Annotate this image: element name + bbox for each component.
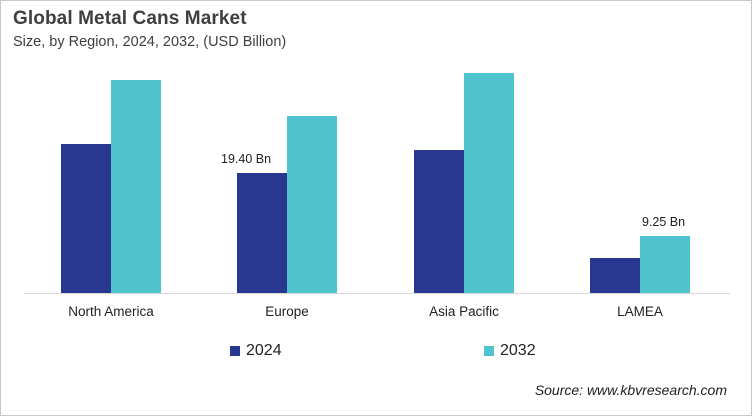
x-axis-line bbox=[24, 293, 730, 294]
data-label-lamea-2032: 9.25 Bn bbox=[642, 215, 686, 229]
legend-swatch-2032 bbox=[484, 346, 494, 356]
x-axis-label-europe: Europe bbox=[265, 304, 309, 319]
bar-europe-2032[interactable] bbox=[287, 116, 337, 293]
legend-label-2032: 2032 bbox=[500, 342, 536, 359]
bar-lamea-2032[interactable] bbox=[640, 236, 690, 293]
chart-subtitle: Size, by Region, 2024, 2032, (USD Billio… bbox=[13, 34, 287, 50]
source-note: Source: www.kbvresearch.com bbox=[534, 382, 727, 398]
chart-title: Global Metal Cans Market bbox=[13, 8, 247, 29]
bar-asia-pacific-2024[interactable] bbox=[414, 150, 464, 293]
data-label-europe-2024: 19.40 Bn bbox=[221, 152, 272, 166]
bar-north-america-2024[interactable] bbox=[61, 144, 111, 293]
x-axis-label-asia-pacific: Asia Pacific bbox=[429, 304, 499, 319]
bar-lamea-2024[interactable] bbox=[590, 258, 640, 293]
x-axis-label-lamea: LAMEA bbox=[617, 304, 663, 319]
legend-swatch-2024 bbox=[230, 346, 240, 356]
legend-label-2024: 2024 bbox=[246, 342, 282, 359]
bar-asia-pacific-2032[interactable] bbox=[464, 73, 514, 293]
legend-item-2024[interactable]: 2024 bbox=[230, 342, 282, 360]
bar-europe-2024[interactable] bbox=[237, 173, 287, 293]
bar-north-america-2032[interactable] bbox=[111, 80, 161, 293]
x-axis-label-north-america: North America bbox=[68, 304, 154, 319]
legend-item-2032[interactable]: 2032 bbox=[484, 342, 536, 360]
